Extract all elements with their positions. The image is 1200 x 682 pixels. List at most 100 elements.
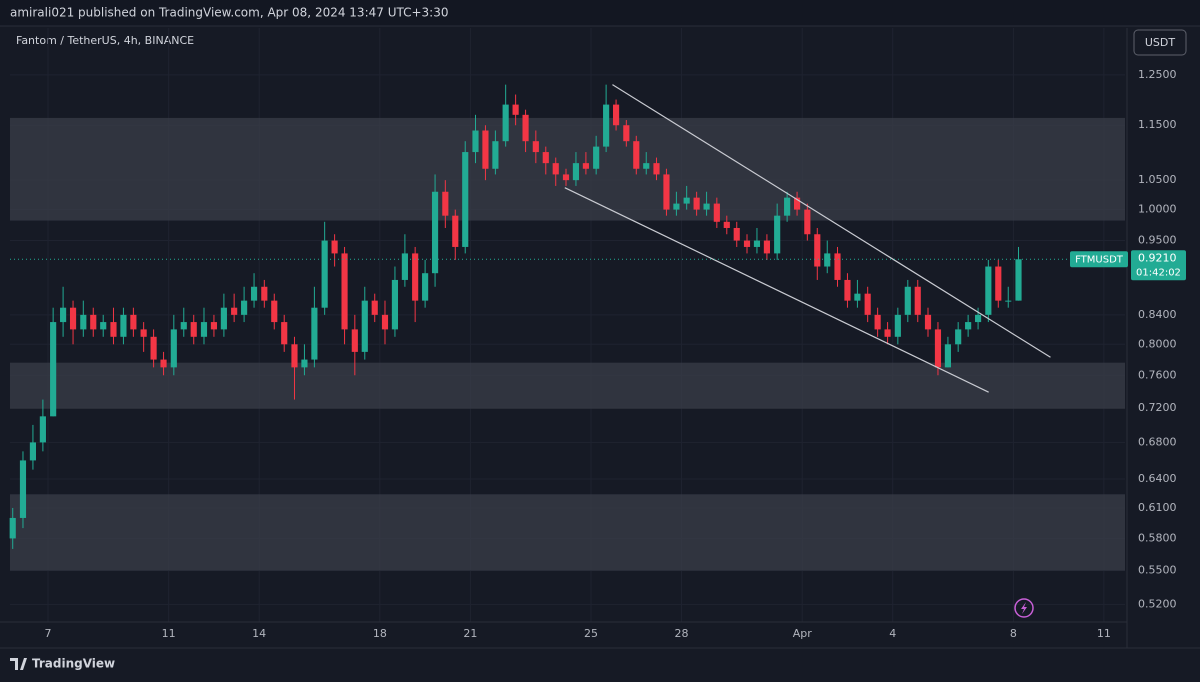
candle xyxy=(110,307,117,345)
candle-body xyxy=(9,517,16,539)
y-tick-label: 0.7600 xyxy=(1138,368,1177,381)
candle xyxy=(160,351,167,376)
candle xyxy=(241,286,248,323)
candle-body xyxy=(250,286,258,301)
candle xyxy=(623,120,630,147)
candle xyxy=(100,314,107,337)
candle xyxy=(130,307,137,337)
candle xyxy=(391,266,399,337)
candle xyxy=(351,314,358,376)
candle-body xyxy=(552,163,559,175)
candle-body xyxy=(914,286,921,315)
candle xyxy=(572,152,580,186)
trendline xyxy=(564,187,989,393)
candle-body xyxy=(1015,259,1022,301)
candle xyxy=(231,293,238,323)
candle xyxy=(220,293,227,337)
candle xyxy=(482,125,489,181)
candle-body xyxy=(492,141,499,169)
zone xyxy=(10,117,1125,221)
candle xyxy=(582,152,589,175)
alert-icon[interactable] xyxy=(1014,598,1034,618)
candle xyxy=(804,203,811,241)
candle-body xyxy=(341,253,348,330)
candle-body xyxy=(371,300,378,315)
y-tick-label: 0.5200 xyxy=(1138,597,1177,610)
y-tick-label: 0.6100 xyxy=(1138,501,1177,514)
candle-body xyxy=(502,104,509,142)
candle xyxy=(291,336,298,400)
candle xyxy=(944,336,951,368)
x-tick-label: 18 xyxy=(373,627,387,640)
candle-body xyxy=(140,329,147,337)
candle xyxy=(190,314,197,345)
candle xyxy=(29,424,37,470)
candle xyxy=(422,259,429,308)
candle-body xyxy=(944,344,951,368)
candle-body xyxy=(542,152,549,164)
candle xyxy=(562,168,570,186)
candle-body xyxy=(180,322,187,330)
candle xyxy=(532,130,539,164)
candle-body xyxy=(452,215,459,247)
candle xyxy=(150,329,157,368)
candle-body xyxy=(562,174,570,181)
candle xyxy=(753,227,761,254)
y-tick-label: 1.2500 xyxy=(1138,68,1177,81)
candle-body xyxy=(733,227,740,241)
candle xyxy=(371,293,378,323)
candle-body xyxy=(603,104,610,147)
candle xyxy=(874,307,881,337)
plot-area xyxy=(9,28,1125,622)
candle-body xyxy=(824,253,831,267)
candle-body xyxy=(653,163,660,175)
currency-button[interactable] xyxy=(1133,29,1187,56)
symbol-title: Fantom / TetherUS, 4h, BINANCE xyxy=(16,34,194,47)
candle-body xyxy=(442,191,449,216)
candle xyxy=(683,185,690,210)
candle-body xyxy=(753,240,761,247)
candle-body xyxy=(19,460,27,518)
candle xyxy=(50,307,57,417)
candle-body xyxy=(995,266,1002,301)
y-tick-label: 0.9500 xyxy=(1138,234,1177,247)
x-tick-label: Apr xyxy=(793,627,813,640)
candle-body xyxy=(904,286,911,315)
candle xyxy=(341,246,348,345)
y-tick-label: 1.0500 xyxy=(1138,173,1177,186)
candle-body xyxy=(854,293,861,301)
candle xyxy=(985,259,992,323)
trendline xyxy=(612,84,1051,358)
candle xyxy=(492,130,499,175)
candle-body xyxy=(623,125,630,142)
candle-body xyxy=(331,240,338,254)
candle xyxy=(904,279,911,323)
x-tick-label: 8 xyxy=(1010,627,1017,640)
candle-body xyxy=(965,322,972,330)
candle-body xyxy=(723,221,730,228)
candle-body xyxy=(793,197,801,210)
candle xyxy=(311,286,318,368)
candle xyxy=(512,94,519,126)
y-tick-label: 1.0000 xyxy=(1138,203,1177,216)
candle xyxy=(653,157,660,181)
candle-body xyxy=(210,322,218,330)
candle xyxy=(824,240,831,274)
candle-body xyxy=(110,322,117,337)
candle-body xyxy=(633,141,640,169)
candle xyxy=(170,314,177,376)
currency-label[interactable]: USDT xyxy=(1145,36,1176,49)
candle-body xyxy=(864,293,871,315)
candle-body xyxy=(50,322,57,417)
candle xyxy=(69,300,77,345)
candle-body xyxy=(241,300,248,315)
x-tick-label: 25 xyxy=(584,627,598,640)
candle-body xyxy=(673,203,680,210)
candle-body xyxy=(160,359,167,368)
candle xyxy=(452,209,459,260)
candle xyxy=(60,286,67,337)
candle-body xyxy=(985,266,992,315)
y-tick-label: 0.7200 xyxy=(1138,401,1177,414)
candle-body xyxy=(412,253,419,301)
candle xyxy=(200,307,208,345)
